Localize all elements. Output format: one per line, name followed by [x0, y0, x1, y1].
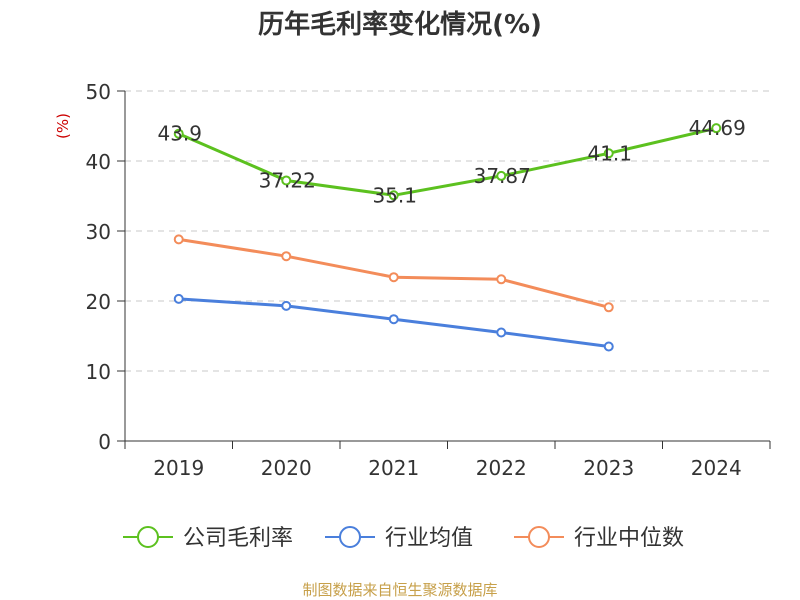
x-tick-label: 2020 [261, 456, 312, 480]
data-point [388, 190, 399, 201]
y-axis-label: (%) [54, 113, 72, 139]
data-point [496, 327, 507, 338]
data-point [388, 272, 399, 283]
y-tick-label: 20 [86, 290, 111, 314]
series-line [178, 126, 717, 197]
legend-marker [339, 526, 361, 548]
legend-marker [137, 526, 159, 548]
data-label: 37.87 [474, 164, 531, 188]
data-point [388, 314, 399, 325]
y-tick-label: 0 [98, 430, 111, 454]
y-tick-label: 10 [86, 360, 111, 384]
data-label: 35.1 [372, 183, 417, 207]
data-point [603, 148, 614, 159]
y-tick-label: 50 [86, 80, 111, 104]
data-label: 44.69 [689, 116, 746, 140]
legend-marker [528, 526, 550, 548]
data-point [711, 123, 722, 134]
data-point [281, 300, 292, 311]
data-point [281, 251, 292, 262]
x-tick-label: 2022 [476, 456, 527, 480]
data-point [173, 128, 184, 139]
data-point [496, 274, 507, 285]
data-label: 43.9 [157, 122, 202, 146]
legend-label: 公司毛利率 [183, 526, 293, 551]
data-label: 37.22 [259, 168, 316, 192]
data-point [496, 170, 507, 181]
source-note: 制图数据来自恒生聚源数据库 [302, 581, 498, 599]
data-point [603, 341, 614, 352]
data-point [603, 302, 614, 313]
data-point [173, 234, 184, 245]
legend-label: 行业均值 [385, 526, 473, 551]
x-tick-label: 2021 [368, 456, 419, 480]
x-tick-label: 2019 [153, 456, 204, 480]
data-point [281, 175, 292, 186]
x-tick-label: 2024 [691, 456, 742, 480]
data-point [173, 293, 184, 304]
y-tick-label: 40 [86, 150, 111, 174]
data-label: 41.1 [587, 141, 632, 165]
chart-title: 历年毛利率变化情况(%) [258, 10, 542, 40]
legend-label: 行业中位数 [574, 526, 684, 551]
x-tick-label: 2023 [583, 456, 634, 480]
y-tick-label: 30 [86, 220, 111, 244]
